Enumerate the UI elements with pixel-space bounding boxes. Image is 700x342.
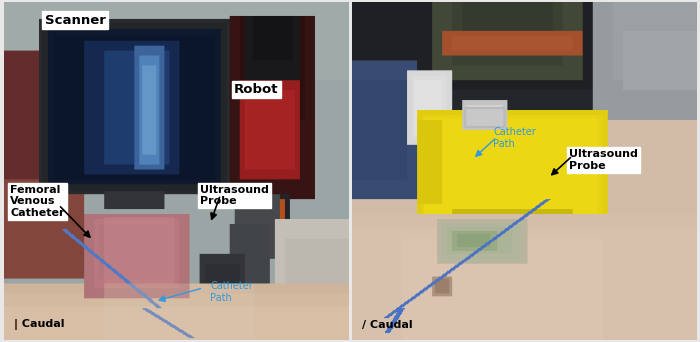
Text: Ultrasound
Probe: Ultrasound Probe — [569, 149, 638, 171]
Text: Femoral
Venous
Catheter: Femoral Venous Catheter — [10, 185, 65, 218]
Text: Catheter
Path: Catheter Path — [210, 281, 253, 303]
Text: Robot: Robot — [234, 83, 279, 96]
Text: Scanner: Scanner — [45, 14, 106, 27]
Text: | Caudal: | Caudal — [14, 319, 64, 330]
Text: Catheter
Path: Catheter Path — [494, 127, 536, 148]
Text: Ultrasound
Probe: Ultrasound Probe — [199, 185, 269, 206]
Text: / Caudal: / Caudal — [363, 320, 413, 330]
